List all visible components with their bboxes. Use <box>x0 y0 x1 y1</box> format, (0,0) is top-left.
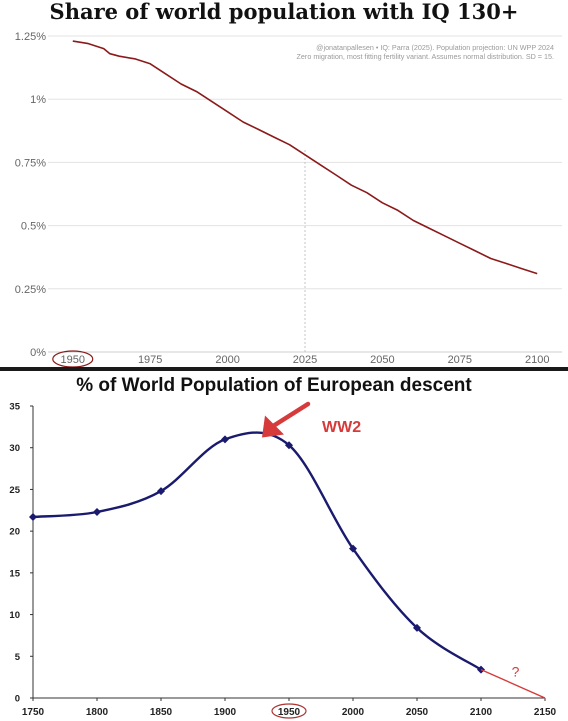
x-tick-label: 2100 <box>525 354 549 366</box>
y-tick-label: 5 <box>15 652 21 663</box>
y-tick-label: 1.25% <box>15 31 46 43</box>
y-tick-label: 0.75% <box>15 157 46 169</box>
x-tick-label: 2100 <box>470 707 493 718</box>
x-tick-label: 1950 <box>61 354 85 366</box>
data-point-marker <box>221 435 229 444</box>
source-annotation: @jonatanpallesen • IQ: Parra (2025). Pop… <box>316 43 554 52</box>
highlight-circle-1950 <box>271 703 307 719</box>
data-point-marker <box>285 441 293 450</box>
y-tick-label: 0 <box>15 694 20 705</box>
x-tick-label: 2050 <box>370 354 394 366</box>
ww2-arrow-head <box>262 415 284 438</box>
question-mark-annotation: ? <box>512 663 520 679</box>
y-tick-label: 0.5% <box>21 221 46 233</box>
data-point-marker <box>29 512 37 521</box>
x-tick-label: 2075 <box>448 354 472 366</box>
projection-extension-line <box>480 668 546 699</box>
x-tick-label: 1750 <box>22 707 45 718</box>
series-line <box>32 431 482 671</box>
y-tick-label: 30 <box>9 443 20 454</box>
ww2-label: WW2 <box>322 419 361 436</box>
data-point-marker <box>157 487 165 496</box>
x-tick-label: 2000 <box>215 354 239 366</box>
ww2-arrow-shaft <box>271 401 311 428</box>
y-tick-label: 0.25% <box>15 284 46 296</box>
data-point-marker <box>93 507 101 516</box>
x-tick-label: 1975 <box>138 354 162 366</box>
y-tick-label: 0% <box>30 347 46 359</box>
y-tick-label: 35 <box>9 402 20 413</box>
y-tick-label: 15 <box>9 568 20 579</box>
x-tick-label: 2025 <box>293 354 317 366</box>
iq-share-chart: Share of world population with IQ 130+ 0%… <box>15 0 562 368</box>
source-annotation: Zero migration, most fitting fertility v… <box>297 52 554 61</box>
section-divider <box>0 367 568 371</box>
x-tick-label: 2050 <box>406 707 429 718</box>
data-point-marker <box>413 623 421 632</box>
data-point-marker <box>349 544 357 553</box>
y-tick-label: 20 <box>9 527 20 538</box>
x-tick-label: 1850 <box>150 707 173 718</box>
x-tick-label: 1800 <box>86 707 109 718</box>
x-tick-label: 1900 <box>214 707 237 718</box>
chart-title: Share of world population with IQ 130+ <box>50 0 519 24</box>
x-tick-label: 2150 <box>534 707 557 718</box>
x-tick-label: 2000 <box>342 707 365 718</box>
y-tick-label: 25 <box>9 485 20 496</box>
series-line <box>72 40 538 275</box>
y-tick-label: 10 <box>9 610 20 621</box>
y-tick-label: 1% <box>30 94 46 106</box>
x-tick-label: 1950 <box>278 707 301 718</box>
chart-title: % of World Population of European descen… <box>76 375 472 396</box>
european-descent-chart: % of World Population of European descen… <box>9 375 557 719</box>
